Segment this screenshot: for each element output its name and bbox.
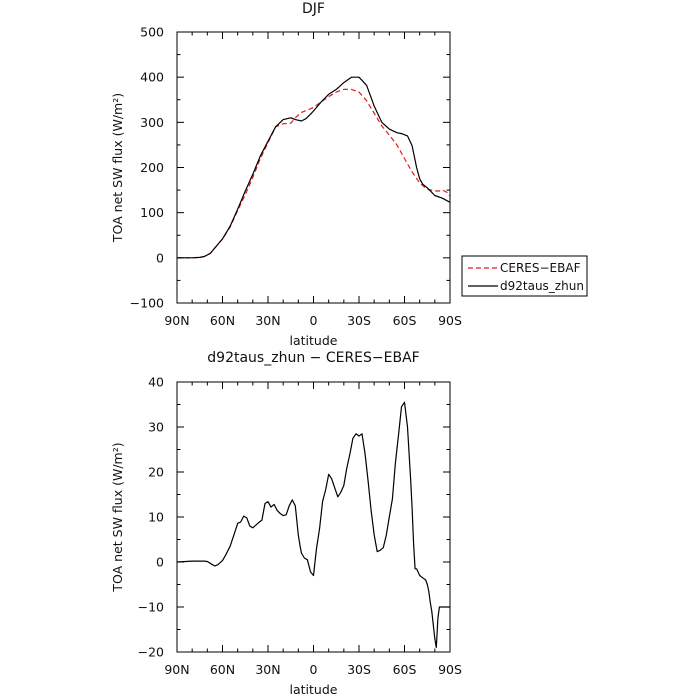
- bottom-y-tick-label: 0: [156, 555, 164, 570]
- bottom-x-tick-label: 60S: [393, 662, 417, 677]
- legend-box: [461, 255, 588, 297]
- top-x-tick-label: 90S: [438, 313, 462, 328]
- top-x-tick-label: 0: [310, 313, 318, 328]
- djf-panel: DJF 90N 60N 30N 0 30S 60S 90S −100 0 100 200 300 400 5…: [110, 1, 588, 348]
- bottom-x-tick-label: 30S: [347, 662, 371, 677]
- legend-label-ceres-ebaf: CERES−EBAF: [500, 261, 581, 275]
- top-x-tick-label: 30S: [347, 313, 371, 328]
- bottom-x-tick-label: 90N: [164, 662, 189, 677]
- bottom-plot-frame: [176, 381, 451, 653]
- top-y-tick-label: 300: [140, 115, 164, 130]
- top-y-tick-label: −100: [130, 296, 164, 311]
- bottom-series-difference-line: [176, 401, 450, 649]
- bottom-x-tick-label: 90S: [438, 662, 462, 677]
- top-series-d92taus-zhun-line: [177, 76, 451, 259]
- bottom-chart-title: d92taus_zhun − CERES−EBAF: [207, 350, 419, 366]
- top-x-axis-label: latitude: [290, 333, 338, 348]
- top-y-tick-label: 400: [140, 70, 164, 85]
- bottom-x-tick-label: 0: [310, 662, 318, 677]
- bottom-y-tick-label: 40: [148, 375, 164, 390]
- top-x-tick-label: 60N: [210, 313, 235, 328]
- bottom-y-tick-label: −10: [138, 600, 164, 615]
- top-series-ceres-ebaf-line: [177, 88, 451, 259]
- bottom-y-tick-label: 20: [148, 465, 164, 480]
- top-x-tick-label: 30N: [255, 313, 280, 328]
- difference-panel: d92taus_zhun − CERES−EBAF 90N 60N 30N 0 30S 60…: [110, 350, 462, 697]
- top-y-axis-label: TOA net SW flux (W/m²): [110, 93, 125, 243]
- bottom-y-tick-label: 10: [148, 510, 164, 525]
- top-chart-title: DJF: [302, 1, 325, 17]
- bottom-x-axis-label: latitude: [290, 682, 338, 697]
- top-y-tick-label: 100: [140, 205, 164, 220]
- bottom-y-axis-label: TOA net SW flux (W/m²): [110, 442, 125, 592]
- top-y-tick-label: 0: [156, 250, 164, 265]
- bottom-x-tick-label: 60N: [210, 662, 235, 677]
- top-y-tick-label: 500: [140, 25, 164, 40]
- legend-label-d92taus-zhun: d92taus_zhun: [500, 279, 584, 293]
- top-x-tick-label: 90N: [164, 313, 189, 328]
- top-x-tick-label: 60S: [393, 313, 417, 328]
- bottom-y-tick-label: −20: [138, 645, 164, 660]
- bottom-x-tick-label: 30N: [255, 662, 280, 677]
- bottom-y-tick-label: 30: [148, 420, 164, 435]
- top-y-tick-label: 200: [140, 160, 164, 175]
